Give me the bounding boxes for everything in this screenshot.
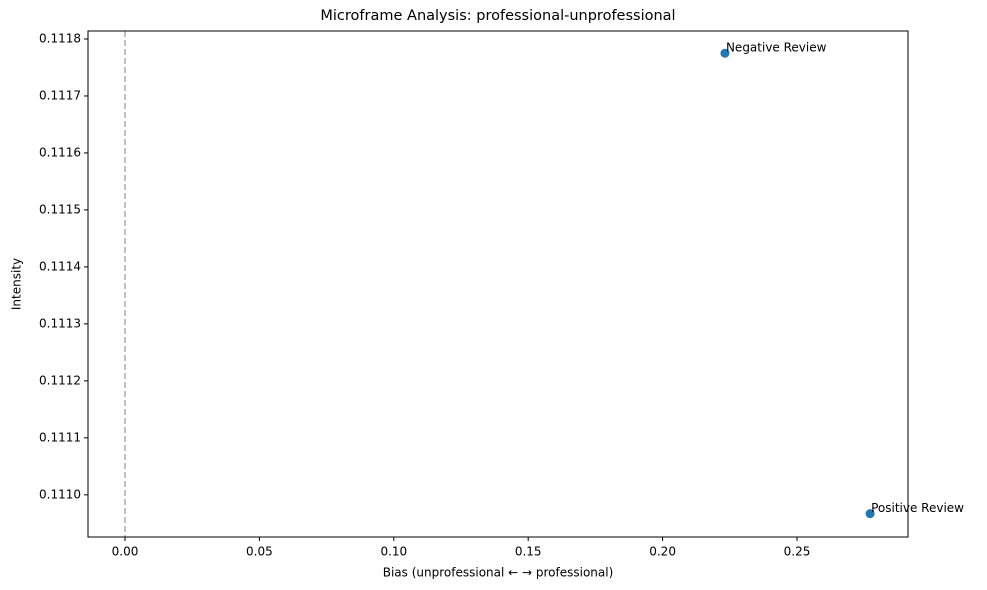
x-tick-label: 0.05 [246, 545, 273, 559]
y-tick-label: 0.1115 [39, 202, 81, 216]
point-label: Positive Review [871, 501, 964, 515]
y-tick-label: 0.1112 [39, 373, 81, 387]
x-tick-label: 0.20 [649, 545, 676, 559]
y-tick-label: 0.1111 [39, 430, 81, 444]
point [720, 48, 730, 58]
point [865, 509, 875, 519]
y-tick-label: 0.1110 [39, 487, 81, 501]
x-tick-label: 0.15 [515, 545, 542, 559]
point-label: Negative Review [726, 41, 827, 55]
chart-title: Microframe Analysis: professional-unprof… [320, 8, 675, 24]
y-tick-label: 0.1114 [39, 259, 81, 273]
y-axis-label: Intensity [10, 258, 24, 310]
x-axis-label: Bias (unprofessional ← → professional) [383, 566, 614, 580]
y-tick-label: 0.1116 [39, 145, 81, 159]
y-tick-label: 0.1117 [39, 88, 81, 102]
x-tick-label: 0.10 [380, 545, 407, 559]
x-tick-label: 0.00 [112, 545, 139, 559]
plot-frame [87, 30, 909, 538]
y-tick-label: 0.1113 [39, 316, 81, 330]
y-tick-label: 0.1118 [39, 31, 81, 45]
x-tick-label: 0.25 [784, 545, 811, 559]
